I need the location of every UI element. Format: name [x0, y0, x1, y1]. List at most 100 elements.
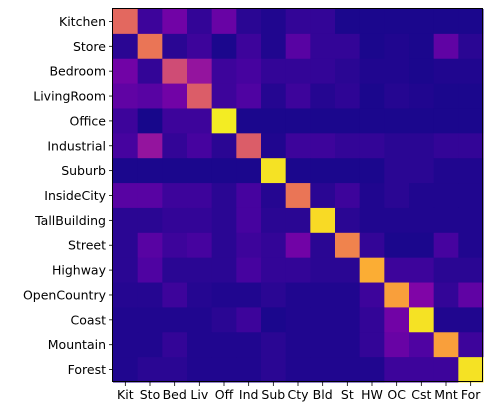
heatmap-cell: [236, 158, 262, 184]
heatmap-cell: [409, 108, 435, 134]
heatmap-cell: [236, 257, 262, 284]
y-tick-label: TallBuilding: [34, 213, 106, 228]
heatmap-cell: [236, 33, 262, 60]
heatmap-cell: [335, 232, 361, 259]
heatmap-cell: [187, 9, 213, 35]
heatmap-cell: [310, 133, 336, 159]
heatmap-cell: [162, 257, 188, 284]
heatmap-cell: [162, 58, 188, 85]
heatmap-cell: [335, 207, 361, 234]
x-tick-label: Kit: [117, 387, 134, 402]
heatmap-cell: [409, 357, 435, 383]
heatmap-cell: [137, 33, 163, 60]
heatmap-cell: [261, 232, 287, 259]
heatmap-cell: [458, 307, 484, 333]
heatmap-cell: [137, 207, 163, 234]
heatmap-cell: [187, 108, 213, 134]
heatmap-cell: [384, 207, 410, 234]
heatmap-cell: [236, 133, 262, 159]
x-tick-label: HW: [361, 387, 383, 402]
heatmap-cell: [384, 307, 410, 333]
heatmap-cell: [285, 307, 311, 333]
heatmap-cell: [261, 133, 287, 159]
heatmap-cell: [162, 83, 188, 109]
heatmap-cell: [335, 83, 361, 109]
heatmap-cell: [236, 232, 262, 259]
heatmap-cell: [211, 332, 237, 358]
heatmap-cell: [310, 83, 336, 109]
heatmap-cell: [359, 9, 385, 35]
heatmap-cell: [285, 33, 311, 60]
heatmap-cell: [310, 332, 336, 358]
heatmap-cell: [113, 183, 139, 209]
y-tick-label: InsideCity: [44, 188, 106, 203]
heatmap-cell: [162, 108, 188, 134]
heatmap-cell: [458, 108, 484, 134]
heatmap-cell: [285, 232, 311, 259]
heatmap-cell: [187, 232, 213, 259]
heatmap-cell: [310, 108, 336, 134]
heatmap-cell: [384, 9, 410, 35]
heatmap-cell: [137, 282, 163, 308]
heatmap-cell: [458, 33, 484, 60]
heatmap-cell: [137, 158, 163, 184]
heatmap-cell: [458, 232, 484, 259]
heatmap-cell: [113, 257, 139, 284]
heatmap-cell: [137, 307, 163, 333]
heatmap-cell: [113, 207, 139, 234]
heatmap-cell: [433, 9, 459, 35]
heatmap-cell: [359, 83, 385, 109]
heatmap-cell: [433, 133, 459, 159]
heatmap-cell: [261, 282, 287, 308]
heatmap-cell: [458, 133, 484, 159]
x-axis: Kit Sto Bed Liv Off Ind Sub Cty Bld St HW OC Cst Mnt F…: [117, 382, 481, 402]
heatmap-cell: [162, 357, 188, 383]
heatmap-cell: [433, 33, 459, 60]
heatmap-cell: [187, 332, 213, 358]
heatmap-cell: [359, 257, 385, 284]
heatmap-cell: [187, 257, 213, 284]
heatmap-cell: [384, 33, 410, 60]
heatmap-cell: [261, 83, 287, 109]
heatmap-cell: [211, 357, 237, 383]
heatmap-cell: [458, 257, 484, 284]
heatmap-cell: [187, 357, 213, 383]
heatmap-cell: [433, 357, 459, 383]
heatmap-cell: [137, 357, 163, 383]
y-tick-label: LivingRoom: [33, 89, 106, 104]
x-tick-label: Mnt: [434, 387, 458, 402]
heatmap-cell: [409, 9, 435, 35]
heatmap-cell: [409, 282, 435, 308]
heatmap-cell: [162, 183, 188, 209]
heatmap-cell: [310, 232, 336, 259]
heatmap-cell: [335, 307, 361, 333]
heatmap-cell: [359, 133, 385, 159]
heatmap-cell: [187, 83, 213, 109]
heatmap-cell: [335, 58, 361, 85]
heatmap-cell: [433, 158, 459, 184]
heatmap-cell: [113, 232, 139, 259]
x-tick-label: Sto: [140, 387, 160, 402]
heatmap-cell: [285, 158, 311, 184]
heatmap-cell: [409, 183, 435, 209]
heatmap-cell: [409, 232, 435, 259]
y-tick-label: Suburb: [61, 163, 106, 178]
heatmap-cell: [187, 282, 213, 308]
heatmap-cell: [137, 58, 163, 85]
heatmap-cell: [236, 282, 262, 308]
heatmap-cell: [285, 257, 311, 284]
heatmap-cell: [310, 158, 336, 184]
heatmap-cell: [310, 33, 336, 60]
heatmap-cell: [310, 207, 336, 234]
x-tick-label: Bed: [163, 387, 187, 402]
heatmap-cell: [211, 133, 237, 159]
heatmap-cell: [433, 183, 459, 209]
heatmap-cell: [433, 58, 459, 85]
y-tick-label: Highway: [52, 263, 107, 278]
heatmap-cell: [137, 83, 163, 109]
heatmap-cell: [261, 332, 287, 358]
heatmap-cell: [458, 9, 484, 35]
heatmap-cell: [261, 257, 287, 284]
x-tick-label: Ind: [239, 387, 259, 402]
